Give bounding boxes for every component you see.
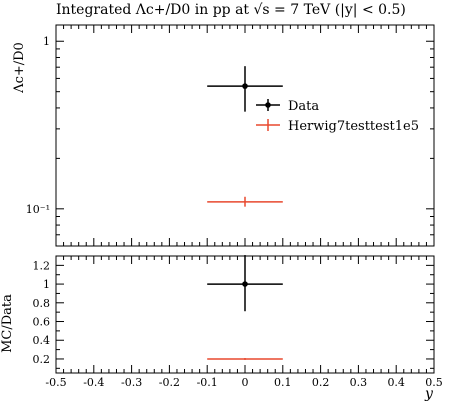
data-point-marker bbox=[242, 83, 248, 89]
legend-entry-label: Herwig7testtest1e5 bbox=[288, 119, 419, 134]
x-tick-label: -0.1 bbox=[197, 376, 218, 389]
x-tick-label: -0.4 bbox=[83, 376, 104, 389]
ratio-y-tick-label: 0.2 bbox=[33, 353, 51, 366]
x-tick-label: 0.4 bbox=[387, 376, 405, 389]
ratio-y-tick-label: 0.4 bbox=[33, 334, 51, 347]
x-axis-label: y bbox=[425, 386, 433, 402]
x-tick-label: -0.2 bbox=[159, 376, 180, 389]
x-tick-label: 0.3 bbox=[350, 376, 368, 389]
ratio-y-tick-label: 0.8 bbox=[33, 297, 51, 310]
x-tick-label: -0.5 bbox=[45, 376, 66, 389]
ratio-data-point-marker bbox=[242, 281, 248, 287]
main-y-tick-label: 10⁻¹ bbox=[26, 203, 50, 216]
main-panel-frame bbox=[55, 24, 435, 247]
x-tick-label: 0 bbox=[242, 376, 249, 389]
legend-entry-label: Data bbox=[288, 99, 319, 114]
x-tick-label: -0.3 bbox=[121, 376, 142, 389]
x-tick-label: 0.1 bbox=[274, 376, 292, 389]
ratio-y-tick-label: 1 bbox=[43, 278, 50, 291]
chart-title: Integrated Λc+/D0 in pp at √s = 7 TeV (|… bbox=[56, 2, 406, 18]
main-y-tick-label: 1 bbox=[43, 35, 50, 48]
legend-swatch-marker bbox=[265, 102, 271, 108]
ratio-y-tick-label: 1.2 bbox=[33, 259, 51, 272]
x-tick-label: 0.2 bbox=[312, 376, 330, 389]
ratio-y-tick-label: 0.6 bbox=[33, 316, 51, 329]
x-tick-label: 0.5 bbox=[425, 376, 443, 389]
